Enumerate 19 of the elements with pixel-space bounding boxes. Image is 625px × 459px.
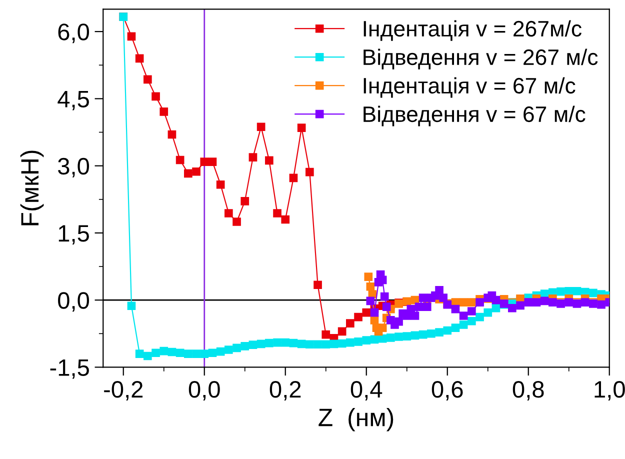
x-tick-label: 0,8 (512, 381, 544, 401)
x-tick-label: 0,2 (270, 381, 301, 401)
x-tick-label: 1,0 (594, 381, 625, 401)
y-tick-label: -1,5 (50, 360, 89, 379)
legend-label: Відведення v = 67 м/с (364, 106, 586, 126)
x-tick-label: 0,6 (432, 381, 463, 401)
x-tick-label: 0,0 (188, 381, 220, 401)
x-tick-label: 0,4 (350, 381, 382, 401)
y-tick-label: 3,0 (58, 158, 90, 178)
legend-label: Індентація v = 67 м/с (364, 77, 576, 98)
y-tick-label: 4,5 (58, 90, 89, 110)
y-tick-label: 1,5 (58, 225, 89, 245)
y-tick-label: 6,0 (58, 24, 90, 44)
legend-label: Відведення v = 267 м/с (364, 48, 598, 70)
x-axis-title: Z (нм) (318, 408, 394, 432)
x-tick-label: -0,2 (104, 381, 143, 401)
legend-label: Індентація v = 267м/с (364, 20, 582, 41)
y-axis-title: F(мкН) (20, 150, 44, 226)
y-tick-label: 0,0 (58, 292, 90, 312)
